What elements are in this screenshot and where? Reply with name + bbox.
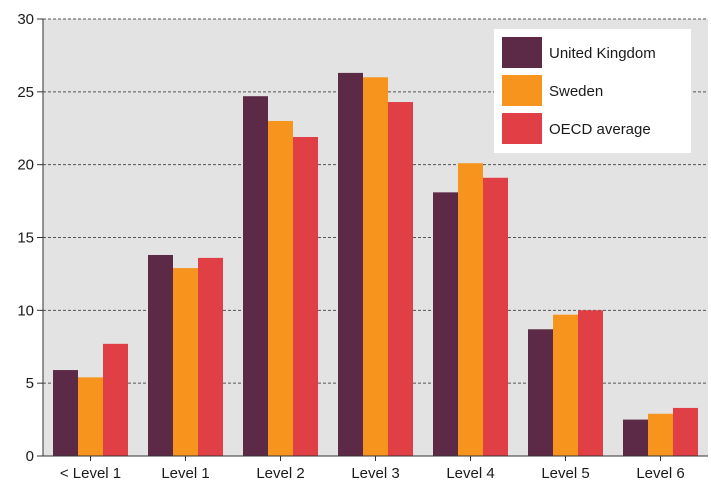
bar-sweden [363,77,388,457]
x-tick-label: Level 3 [351,465,399,482]
legend-swatch [502,113,542,144]
bar-united-kingdom [243,96,268,456]
y-tick-label: 0 [26,448,34,465]
y-tick-label: 20 [17,157,34,174]
x-tick-label: Level 4 [446,465,494,482]
x-tick-label: Level 6 [636,465,684,482]
bar-united-kingdom [148,254,173,456]
bar-sweden [268,120,293,456]
bar-united-kingdom [433,192,458,457]
y-tick-label: 15 [17,230,34,247]
bar-sweden [553,314,578,456]
bar-oecd-average [483,177,508,456]
x-tick-labels: < Level 1 Level 1 Level 2 Level 3 Level 4 Lev… [60,456,685,482]
bar-oecd-average [103,343,128,456]
legend-label: Sweden [549,83,603,100]
bars [53,72,698,457]
bar-united-kingdom [53,370,78,456]
bar-sweden [78,377,103,456]
legend-label: OECD average [549,121,651,138]
bar-oecd-average [578,310,603,456]
bar-oecd-average [198,257,223,456]
bar-oecd-average [388,102,413,456]
legend-label: United Kingdom [549,45,656,62]
bar-sweden [173,268,198,456]
legend-swatch [502,37,542,68]
bar-united-kingdom [338,72,363,456]
y-tick-label: 30 [17,11,34,28]
y-tick-label: 25 [17,84,34,101]
bar-united-kingdom [528,329,553,456]
y-tick-labels: 0 5 10 15 20 25 30 [17,11,34,465]
bar-oecd-average [673,407,698,456]
x-tick-label: Level 5 [541,465,589,482]
bar-sweden [458,163,483,456]
x-tick-label: < Level 1 [60,465,121,482]
legend: United Kingdom Sweden OECD average [494,29,691,153]
y-tick-label: 10 [17,302,34,319]
bar-sweden [648,413,673,456]
bar-oecd-average [293,136,318,457]
x-tick-label: Level 1 [161,465,209,482]
legend-swatch [502,75,542,106]
x-tick-label: Level 2 [256,465,304,482]
y-tick-label: 5 [26,375,34,392]
bar-united-kingdom [623,419,648,456]
